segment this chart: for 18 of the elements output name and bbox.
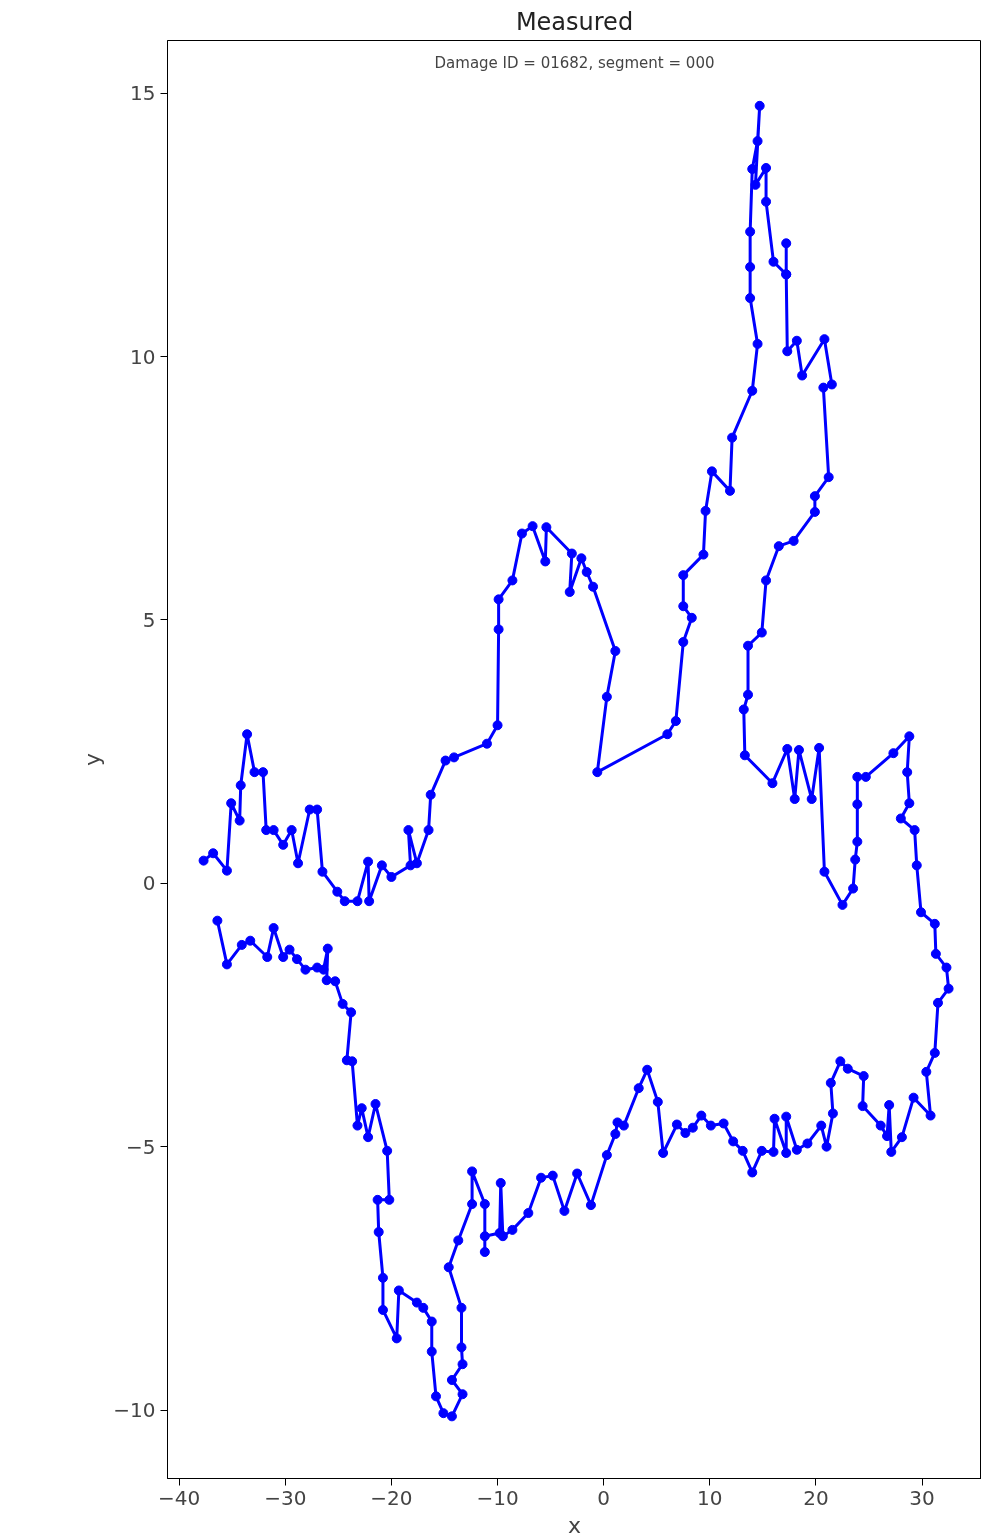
x-tick-label: −20 (370, 1485, 413, 1510)
y-tick-label: 10 (130, 344, 156, 369)
x-axis-title: x (567, 1512, 582, 1538)
x-tick-label: 10 (697, 1485, 723, 1510)
chart-title: Measured (515, 7, 634, 36)
x-tick-label: −10 (476, 1485, 519, 1510)
x-tick-label: −40 (158, 1485, 201, 1510)
y-tick-label: 0 (142, 871, 156, 896)
x-tick-label: 0 (597, 1485, 611, 1510)
y-tick-label: 5 (142, 607, 156, 632)
y-tick-label: −5 (126, 1134, 156, 1159)
annotation: Damage ID = 01682, segment = 000 (434, 53, 715, 72)
y-tick-label: −10 (113, 1398, 156, 1423)
y-axis-title: y (80, 752, 106, 767)
x-tick-label: 20 (803, 1485, 829, 1510)
y-tick-label: 15 (130, 81, 156, 106)
x-tick-label: −30 (264, 1485, 307, 1510)
x-tick-label: 30 (909, 1485, 935, 1510)
